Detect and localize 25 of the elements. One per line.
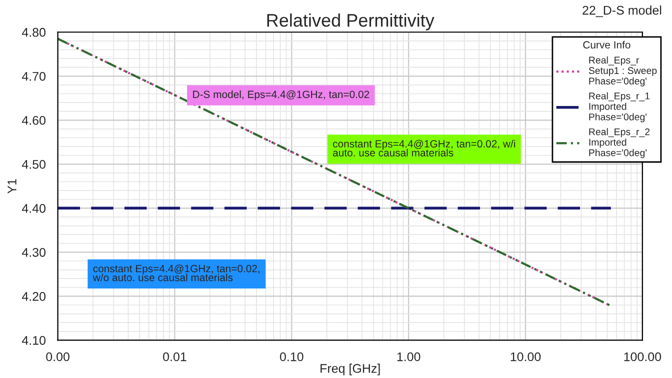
y-tick-label: 4.50 xyxy=(22,160,46,169)
x-tick-label: 10.00 xyxy=(510,352,541,362)
annotation: constant Eps=4.4@1GHz, tan=0.02, w/o auto. use causal materials xyxy=(92,264,260,282)
chart-title: Relatived Permittivity xyxy=(267,13,434,30)
x-tick-label: 100.00 xyxy=(624,352,662,362)
y-tick-label: 4.40 xyxy=(22,204,46,213)
y-tick-label: 4.60 xyxy=(22,116,46,125)
legend-label: Real_Eps_r Setup1 : Sweep Phase='0deg' xyxy=(588,56,657,86)
y-tick-label: 4.30 xyxy=(22,248,46,257)
x-tick-label: 0.01 xyxy=(163,352,186,362)
x-tick-label: 1.00 xyxy=(397,352,420,362)
x-axis-title: Freq [GHz] xyxy=(320,364,380,376)
text: 22_D-S model xyxy=(582,6,662,18)
y-tick-label: 4.80 xyxy=(22,28,46,37)
annotation: D-S model, Eps=4.4@1GHz, tan=0.02 xyxy=(193,90,370,100)
y-tick-label: 4.10 xyxy=(22,336,46,345)
y-axis-title: Y1 xyxy=(8,179,16,194)
y-tick-label: 4.20 xyxy=(22,292,46,301)
legend-title: Curve Info xyxy=(583,40,630,49)
y-tick-label: 4.70 xyxy=(22,72,46,81)
annotation: constant Eps=4.4@1GHz, tan=0.02, w/i auto. use causal materials xyxy=(333,140,515,156)
legend-label: Real_Eps_r_2 Imported Phase='0deg' xyxy=(589,128,650,158)
x-tick-label: 0.10 xyxy=(280,352,304,362)
x-tick-label: 0.00 xyxy=(46,352,70,362)
legend-label: Real_Eps_r_1 Imported Phase='0deg' xyxy=(589,92,650,122)
